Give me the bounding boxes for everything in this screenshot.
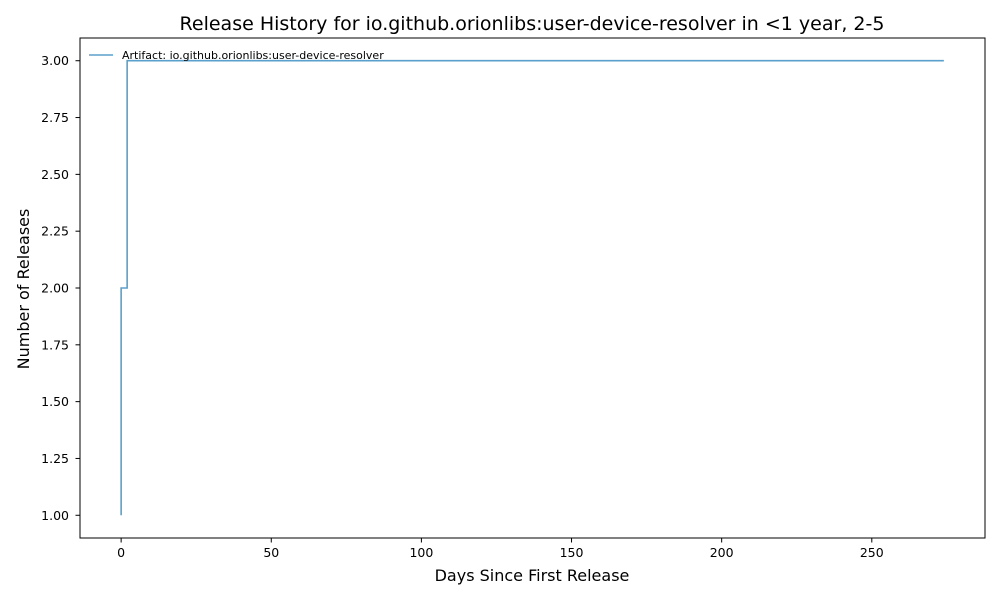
x-tick-label: 100 xyxy=(409,545,433,560)
x-tick-label: 0 xyxy=(117,545,125,560)
y-axis: 1.00 1.25 1.50 1.75 2.00 2.25 2.50 2.75 3.00 xyxy=(41,53,80,523)
x-axis-label: Days Since First Release xyxy=(435,566,630,585)
legend-entry-label: Artifact: io.github.orionlibs:user-devic… xyxy=(122,49,384,62)
y-tick-label: 2.00 xyxy=(41,281,69,296)
y-tick-label: 1.75 xyxy=(41,337,69,352)
x-axis: 0 50 100 150 200 250 xyxy=(117,538,884,560)
y-tick-label: 2.25 xyxy=(41,224,69,239)
x-tick-label: 150 xyxy=(560,545,584,560)
x-tick-label: 50 xyxy=(263,545,279,560)
y-tick-label: 2.50 xyxy=(41,167,69,182)
legend: Artifact: io.github.orionlibs:user-devic… xyxy=(89,49,384,62)
y-tick-label: 1.00 xyxy=(41,508,69,523)
y-axis-label: Number of Releases xyxy=(14,209,33,370)
series-line-0 xyxy=(120,59,944,516)
x-tick-label: 200 xyxy=(710,545,734,560)
series-layer xyxy=(120,59,944,516)
y-tick-label: 3.00 xyxy=(41,53,69,68)
y-tick-label: 1.25 xyxy=(41,451,69,466)
chart-title: Release History for io.github.orionlibs:… xyxy=(180,13,885,35)
y-tick-label: 2.75 xyxy=(41,110,69,125)
y-tick-label: 1.50 xyxy=(41,394,69,409)
x-tick-label: 250 xyxy=(860,545,884,560)
